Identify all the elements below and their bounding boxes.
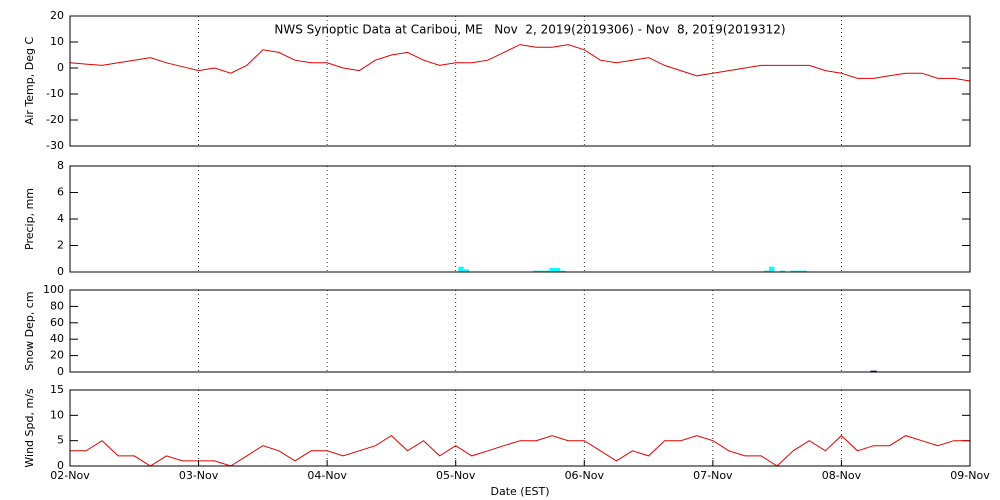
y-tick-label: 10 xyxy=(50,408,64,421)
y-tick-label: 0 xyxy=(57,459,64,472)
x-tick-label: 02-Nov xyxy=(50,469,90,482)
bar xyxy=(458,266,464,272)
y-tick-label: 5 xyxy=(57,434,64,447)
plot-frame xyxy=(69,289,971,373)
bar xyxy=(463,269,470,272)
y-tick-label: 6 xyxy=(57,186,64,199)
plot-frame xyxy=(69,165,971,273)
y-tick-label: 10 xyxy=(50,35,64,48)
plot-frame xyxy=(69,389,971,467)
bar xyxy=(779,270,786,272)
y-axis-label: Precip, mm xyxy=(23,188,36,250)
x-tick-label: 06-Nov xyxy=(565,469,605,482)
y-axis-label: Wind Spd, m/s xyxy=(23,388,36,468)
bar xyxy=(549,268,555,272)
x-tick-label: 09-Nov xyxy=(950,469,990,482)
y-tick-label: 20 xyxy=(50,9,64,22)
y-tick-label: 60 xyxy=(50,316,64,329)
y-tick-label: 80 xyxy=(50,299,64,312)
chart-title: NWS Synoptic Data at Caribou, ME Nov 2, … xyxy=(274,23,785,37)
y-tick-label: -20 xyxy=(46,113,64,126)
x-axis-label: Date (EST) xyxy=(490,485,549,498)
y-tick-label: 20 xyxy=(50,349,64,362)
y-tick-label: -10 xyxy=(46,87,64,100)
y-tick-label: -30 xyxy=(46,139,64,152)
bar xyxy=(554,268,561,272)
plot-frame xyxy=(69,15,971,147)
y-tick-label: 4 xyxy=(57,212,64,225)
x-tick-label: 07-Nov xyxy=(693,469,733,482)
y-tick-label: 0 xyxy=(57,265,64,278)
x-tick-label: 04-Nov xyxy=(307,469,347,482)
data-line xyxy=(70,434,970,467)
x-tick-label: 03-Nov xyxy=(179,469,219,482)
x-tick-label: 08-Nov xyxy=(822,469,862,482)
x-tick-label: 05-Nov xyxy=(436,469,476,482)
bar xyxy=(795,270,802,272)
bar xyxy=(763,270,770,272)
bar xyxy=(801,270,807,272)
y-tick-label: 0 xyxy=(57,365,64,378)
y-tick-label: 8 xyxy=(57,159,64,172)
bar xyxy=(769,266,775,272)
bar xyxy=(544,270,550,272)
y-tick-label: 2 xyxy=(57,239,64,252)
y-tick-label: 0 xyxy=(57,61,64,74)
y-tick-label: 100 xyxy=(43,283,64,296)
bar xyxy=(790,270,796,272)
bar xyxy=(538,270,545,272)
bar xyxy=(533,270,539,272)
data-line xyxy=(69,44,971,82)
y-axis-label: Snow Dep, cm xyxy=(23,291,36,370)
y-tick-label: 40 xyxy=(50,332,64,345)
y-tick-label: 15 xyxy=(50,383,64,396)
bar xyxy=(560,270,566,272)
y-axis-label: Air Temp, Deg C xyxy=(23,37,36,126)
